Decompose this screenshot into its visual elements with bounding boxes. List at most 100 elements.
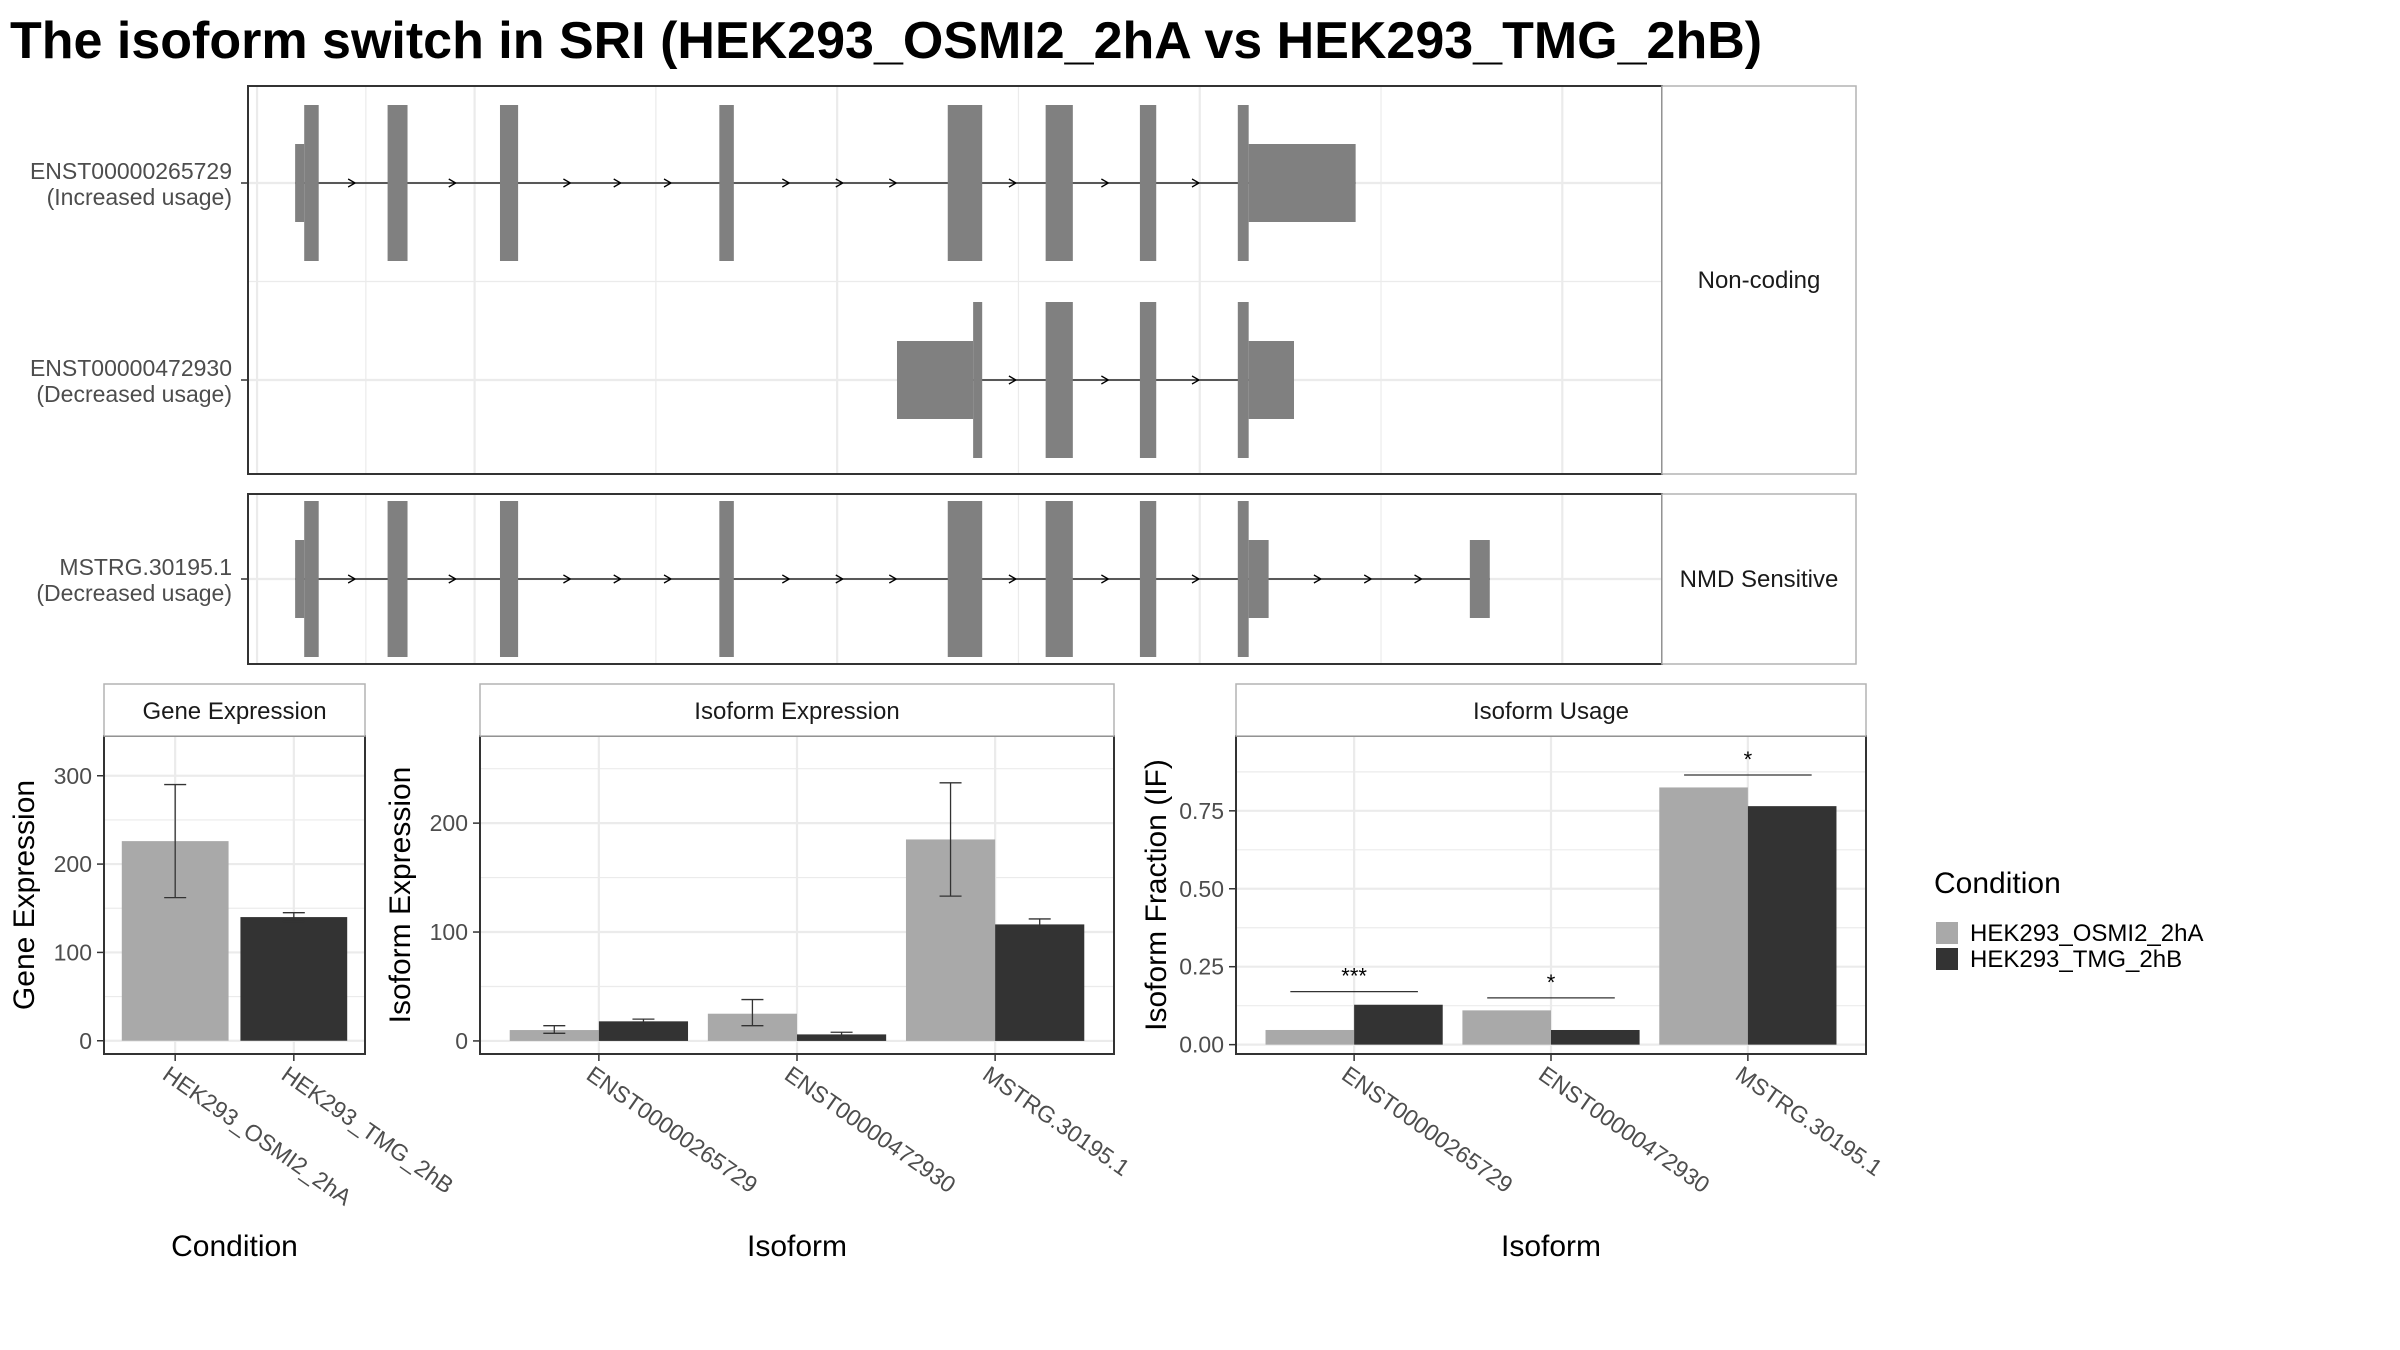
exon-block bbox=[947, 501, 983, 657]
significance-label: *** bbox=[1341, 964, 1367, 989]
significance-label: * bbox=[1547, 970, 1556, 995]
x-tick-label: ENST00000265729 bbox=[582, 1061, 762, 1198]
x-axis-title: Isoform bbox=[747, 1230, 847, 1263]
direction-arrow bbox=[781, 574, 791, 584]
legend-title: Condition bbox=[1934, 867, 2061, 900]
exon-block bbox=[304, 105, 319, 261]
y-tick-label: 0.25 bbox=[1179, 954, 1224, 980]
x-tick-label: MSTRG.30195.1 bbox=[1731, 1061, 1887, 1181]
y-tick-label: 100 bbox=[54, 939, 92, 965]
facet-strip bbox=[1661, 85, 1857, 475]
facet-strip-label: Non-coding bbox=[1698, 267, 1821, 294]
exon-block bbox=[1248, 540, 1269, 618]
transcript-usage-label: (Decreased usage) bbox=[36, 580, 232, 606]
direction-arrow bbox=[613, 178, 623, 188]
transcript-usage-label: (Increased usage) bbox=[47, 184, 232, 210]
x-tick-label: MSTRG.30195.1 bbox=[978, 1061, 1134, 1181]
exon-block bbox=[1237, 501, 1249, 657]
y-tick-label: 0.00 bbox=[1179, 1032, 1224, 1058]
bar bbox=[1462, 1010, 1551, 1045]
direction-arrow bbox=[1008, 574, 1018, 584]
direction-arrow bbox=[448, 178, 458, 188]
legend-swatch bbox=[1936, 922, 1958, 944]
facet-strip-label: Isoform Expression bbox=[694, 698, 899, 725]
direction-arrow bbox=[835, 574, 845, 584]
transcript-track: MSTRG.30195.1(Decreased usage) bbox=[36, 501, 1490, 657]
transcript-usage-label: (Decreased usage) bbox=[36, 381, 232, 407]
y-axis-title: Isoform Expression bbox=[384, 767, 417, 1024]
x-tick-label: ENST00000472930 bbox=[1534, 1061, 1714, 1198]
exon-block bbox=[1045, 302, 1073, 458]
transcript-track: ENST00000265729(Increased usage) bbox=[30, 105, 1356, 261]
exon-block bbox=[1045, 501, 1073, 657]
exon-block bbox=[1469, 540, 1490, 618]
exon-block bbox=[1139, 302, 1157, 458]
facet-strip-label: Isoform Usage bbox=[1473, 698, 1629, 725]
direction-arrow bbox=[1101, 375, 1110, 385]
transcript-id-label: ENST00000472930 bbox=[30, 355, 232, 381]
facet-strip bbox=[1235, 683, 1867, 737]
direction-arrow bbox=[663, 178, 673, 188]
direction-arrow bbox=[1191, 178, 1201, 188]
transcript-track: ENST00000472930(Decreased usage) bbox=[30, 302, 1294, 458]
y-tick-label: 0.50 bbox=[1179, 876, 1224, 902]
exon-block bbox=[947, 105, 983, 261]
transcript-id-label: MSTRG.30195.1 bbox=[59, 554, 232, 580]
direction-arrow bbox=[563, 178, 572, 188]
exon-block bbox=[719, 105, 734, 261]
direction-arrow bbox=[1191, 375, 1201, 385]
exon-block bbox=[499, 105, 519, 261]
direction-arrow bbox=[613, 574, 623, 584]
bar-chart-panel: 0.000.250.500.75*** **ENST00000265729 ENST… bbox=[1140, 683, 1887, 1263]
y-tick-label: 100 bbox=[430, 919, 468, 945]
y-tick-label: 300 bbox=[54, 763, 92, 789]
direction-arrow bbox=[888, 178, 898, 188]
legend-swatch bbox=[1936, 948, 1958, 970]
y-tick-label: 0 bbox=[455, 1028, 468, 1054]
direction-arrow bbox=[1101, 574, 1110, 584]
bar bbox=[1265, 1029, 1355, 1045]
significance-label: * bbox=[1744, 747, 1753, 772]
direction-arrow bbox=[781, 178, 791, 188]
x-axis-title: Condition bbox=[171, 1230, 298, 1263]
y-tick-label: 200 bbox=[430, 810, 468, 836]
direction-arrow bbox=[1191, 574, 1201, 584]
bar bbox=[797, 1034, 887, 1041]
exon-block bbox=[304, 501, 319, 657]
direction-arrow bbox=[448, 574, 458, 584]
x-tick-label: HEK293_OSMI2_2hA bbox=[158, 1061, 357, 1211]
exon-block bbox=[499, 501, 519, 657]
legend-item-label: HEK293_OSMI2_2hA bbox=[1970, 920, 2203, 947]
bar bbox=[1354, 1004, 1443, 1045]
exon-block bbox=[1248, 341, 1294, 419]
exon-block bbox=[295, 540, 305, 618]
direction-arrow bbox=[1008, 375, 1018, 385]
bar-chart-panel: 0100200300HEK293_OSMI2_2hAHEK293_TMG_2hB… bbox=[8, 683, 458, 1263]
exon-block bbox=[387, 105, 408, 261]
bar bbox=[1659, 787, 1748, 1045]
bar-chart-panel: 0 100 200 ENST00000265729 ENST00000472930 MST… bbox=[384, 683, 1135, 1263]
facet-strip bbox=[479, 683, 1115, 737]
facet-strip bbox=[1661, 493, 1857, 665]
direction-arrow bbox=[835, 178, 845, 188]
exon-block bbox=[387, 501, 408, 657]
bar bbox=[995, 924, 1085, 1041]
bar-plots: 0100200300HEK293_OSMI2_2hAHEK293_TMG_2hB… bbox=[8, 683, 1887, 1263]
facet-strip bbox=[103, 683, 366, 737]
x-axis-title: Isoform bbox=[1501, 1230, 1601, 1263]
x-tick-label: ENST00000472930 bbox=[780, 1061, 960, 1198]
direction-arrow bbox=[1008, 178, 1018, 188]
direction-arrow bbox=[888, 574, 898, 584]
bar bbox=[240, 917, 348, 1041]
exon-block bbox=[1237, 302, 1249, 458]
bar bbox=[1747, 806, 1837, 1045]
legend-item-label: HEK293_TMG_2hB bbox=[1970, 946, 2182, 973]
direction-arrow bbox=[347, 574, 357, 584]
exon-block bbox=[1248, 144, 1356, 222]
figure-title: The isoform switch in SRI (HEK293_OSMI2_… bbox=[10, 12, 1762, 70]
exon-block bbox=[896, 341, 974, 419]
direction-arrow bbox=[1363, 574, 1373, 584]
exon-block bbox=[295, 144, 305, 222]
exon-block bbox=[1139, 105, 1157, 261]
